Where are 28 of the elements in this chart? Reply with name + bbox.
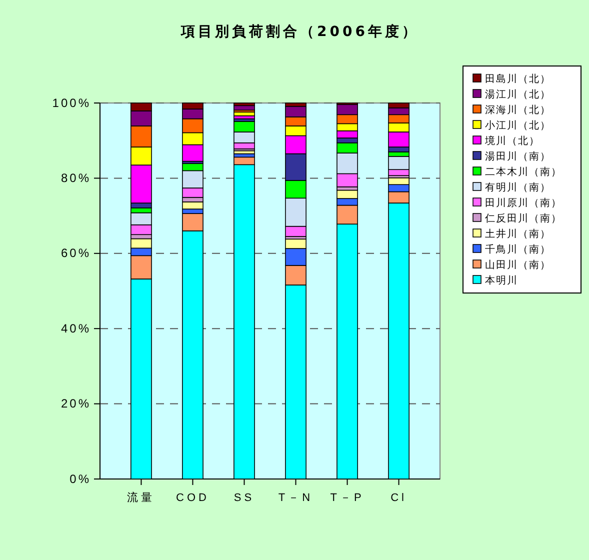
y-tick-label: 100% bbox=[52, 96, 91, 110]
legend-label: 土井川（南） bbox=[485, 228, 551, 240]
x-tick-label: T－P bbox=[330, 492, 364, 504]
legend-label: 田川原川（南） bbox=[485, 197, 562, 209]
legend-label: 二本木川（南） bbox=[485, 166, 562, 178]
y-tick-label: 20% bbox=[60, 396, 91, 411]
x-tick-label: COD bbox=[176, 492, 210, 504]
legend-label: 湯田川（南） bbox=[485, 150, 551, 162]
legend-label: 千鳥川（南） bbox=[485, 244, 551, 256]
y-tick-label: 40% bbox=[60, 321, 91, 336]
x-tick-label: 流量 bbox=[127, 491, 156, 504]
y-tick-label: 60% bbox=[60, 246, 91, 260]
legend-label: 深海川（北） bbox=[485, 104, 551, 116]
y-tick-label: 80% bbox=[60, 171, 91, 186]
legend-label: 本明川 bbox=[485, 274, 518, 286]
y-tick-label: 0% bbox=[70, 472, 91, 486]
legend-label: 湯江川（北） bbox=[485, 88, 551, 100]
legend-label: 仁反田川（南） bbox=[485, 212, 562, 224]
legend-label: 山田川（南） bbox=[485, 259, 551, 271]
x-tick-label: Cl bbox=[390, 492, 407, 504]
legend-label: 田島川（北） bbox=[485, 73, 551, 85]
bar bbox=[234, 102, 255, 106]
legend-label: 境川（北） bbox=[484, 135, 540, 147]
x-tick-label: SS bbox=[234, 492, 255, 504]
legend-label: 小江川（北） bbox=[485, 120, 551, 132]
x-tick-label: T－N bbox=[278, 492, 314, 504]
legend-label: 有明川（南） bbox=[485, 182, 551, 194]
chart-title: 項目別負荷割合（2006年度） bbox=[180, 23, 419, 40]
